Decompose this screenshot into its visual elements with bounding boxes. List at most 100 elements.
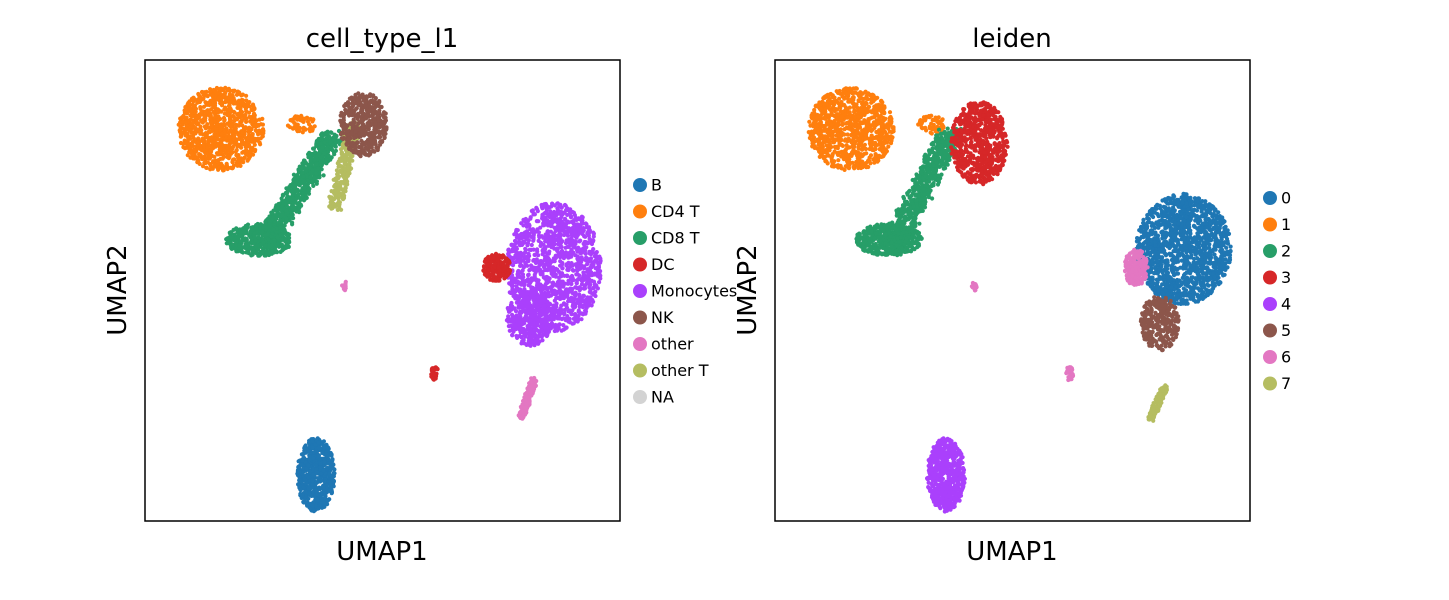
- scatter-point: [511, 243, 517, 248]
- scatter-point: [290, 188, 295, 193]
- scatter-point: [383, 111, 388, 116]
- scatter-point: [588, 252, 594, 257]
- scatter-point: [199, 118, 205, 123]
- scatter-point: [521, 275, 526, 280]
- scatter-point: [201, 143, 206, 148]
- scatter-point: [198, 154, 203, 159]
- scatter-point: [209, 124, 214, 129]
- scatter-point: [244, 109, 249, 114]
- scatter-point: [573, 239, 579, 244]
- scatter-point: [525, 317, 530, 322]
- scatter-point: [532, 378, 538, 383]
- scatter-point: [190, 140, 195, 145]
- scatter-point: [570, 233, 575, 238]
- scatter-point: [526, 218, 531, 223]
- scatter-point: [218, 156, 223, 161]
- scatter-point: [360, 113, 365, 118]
- scatter-point: [301, 126, 306, 132]
- scatter-point: [203, 160, 208, 166]
- scatter-point: [276, 201, 281, 207]
- scatter-point: [520, 339, 525, 344]
- scatter-point: [377, 135, 382, 140]
- scatter-point: [342, 113, 347, 118]
- scatter-point: [290, 222, 295, 227]
- scatter-point: [542, 249, 547, 254]
- scatter-point: [273, 213, 278, 218]
- scatter-point: [542, 211, 547, 216]
- scatter-point: [589, 263, 594, 268]
- scatter-point: [319, 132, 324, 137]
- scatter-point: [497, 268, 502, 273]
- scatter-point: [524, 291, 529, 296]
- scatter-point: [312, 175, 317, 181]
- scatter-point: [226, 103, 232, 109]
- scatter-point: [364, 146, 369, 151]
- scatter-point: [571, 316, 576, 321]
- scatter-point: [574, 227, 579, 232]
- scatter-point: [207, 155, 212, 160]
- scatter-point: [196, 115, 201, 121]
- scatter-point: [258, 122, 264, 127]
- scatter-point: [353, 129, 358, 134]
- scatter-point: [337, 202, 342, 207]
- scatter-point: [236, 111, 241, 116]
- scatter-point: [562, 223, 568, 228]
- scatter-point: [316, 166, 321, 171]
- scatter-point: [314, 162, 319, 167]
- scatter-point: [506, 247, 511, 252]
- scatter-point: [538, 287, 543, 293]
- scatter-point: [545, 328, 550, 333]
- scatter-point: [529, 208, 534, 214]
- scatter-point: [256, 235, 261, 240]
- scatter-point: [235, 89, 240, 94]
- scatter-point: [306, 191, 312, 196]
- scatter-point: [523, 334, 528, 339]
- scatter-point: [507, 281, 512, 286]
- scatter-point: [369, 145, 374, 150]
- scatter-point: [244, 126, 249, 131]
- scatter-point: [317, 137, 322, 142]
- scatter-point: [227, 123, 232, 128]
- scatter-point: [559, 225, 564, 230]
- scatter-point: [571, 302, 576, 307]
- scatter-point: [538, 334, 543, 339]
- scatter-point: [583, 221, 588, 226]
- scatter-point: [540, 324, 545, 329]
- scatter-point: [559, 303, 564, 308]
- scatter-point: [562, 232, 567, 238]
- scatter-point: [328, 200, 333, 205]
- scatter-point: [245, 100, 250, 105]
- scatter-point: [314, 181, 319, 186]
- scatter-point: [534, 207, 540, 212]
- scatter-point: [549, 239, 554, 244]
- scatter-point: [352, 135, 357, 141]
- scatter-point: [356, 121, 361, 126]
- scatter-point: [348, 156, 353, 161]
- scatter-point: [219, 131, 224, 137]
- scatter-point: [517, 258, 522, 263]
- scatter-point: [198, 105, 203, 110]
- scatter-point: [337, 193, 342, 198]
- scatter-point: [240, 129, 245, 134]
- scatter-point: [558, 293, 563, 298]
- scatter-point: [536, 238, 541, 243]
- scatter-point: [521, 265, 527, 270]
- scatter-point: [572, 213, 578, 218]
- scatter-point: [534, 340, 539, 345]
- scatter-point: [199, 147, 204, 152]
- scatter-point: [560, 280, 565, 286]
- scatter-point: [510, 327, 515, 332]
- scatter-point: [580, 218, 585, 223]
- scatter-point: [350, 122, 355, 127]
- scatter-point: [574, 281, 579, 286]
- scatter-point: [505, 306, 510, 311]
- scatter-point: [339, 180, 344, 185]
- scatter-point: [509, 307, 514, 312]
- scatter-point: [574, 272, 579, 277]
- scatter-point: [568, 288, 573, 293]
- scatter-point: [548, 221, 553, 226]
- scatter-point: [363, 132, 368, 137]
- scatter-point: [505, 273, 510, 278]
- scatter-point: [549, 321, 555, 326]
